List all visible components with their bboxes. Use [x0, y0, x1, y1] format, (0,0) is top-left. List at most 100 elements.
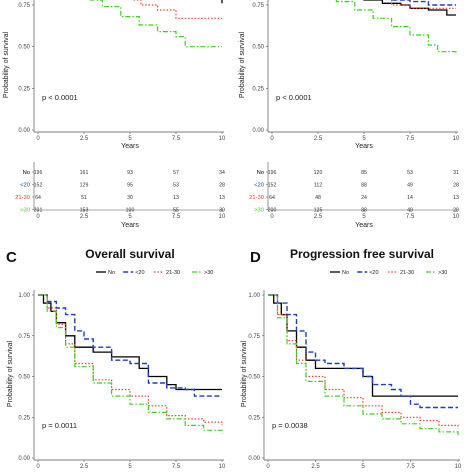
x-tick-label: 0	[36, 136, 40, 142]
risk-cell: 14	[407, 195, 413, 201]
risk-row-label: No	[23, 170, 30, 176]
risk-row-label: 21-30	[249, 195, 264, 201]
curve-<20	[268, 294, 458, 409]
risk-cell: 24	[361, 195, 367, 201]
risk-cell: 31	[453, 170, 459, 176]
risk-cell: 30	[127, 195, 133, 201]
x-tick-label: 5	[128, 136, 132, 142]
y-tick-label: 0.50	[18, 45, 30, 51]
risk-cell: 129	[80, 183, 89, 189]
risk-cell: 53	[407, 170, 413, 176]
y-axis-title: Probability of survival	[239, 31, 246, 98]
p-value: p < 0.0001	[42, 93, 78, 102]
risk-cell: 152	[268, 183, 277, 189]
y-tick-label: 0.50	[252, 45, 264, 51]
y-tick-label: 0.25	[252, 86, 264, 92]
y-tick-label: 0.50	[248, 375, 260, 381]
risk-cell: 51	[81, 195, 87, 201]
curve-<20	[38, 294, 222, 397]
risk-cell: 13	[453, 195, 459, 201]
x-tick-label: 10	[455, 464, 462, 470]
x-tick-label: 0	[36, 464, 40, 470]
p-value: p < 0.0001	[276, 93, 312, 102]
risk-cell: 28	[453, 183, 459, 189]
risk-row-label: 21-30	[15, 195, 30, 201]
y-tick-label: 0.25	[18, 415, 30, 421]
legend-label: >30	[438, 270, 447, 276]
x-tick-label: 10	[453, 136, 460, 142]
curve-21-30	[133, 0, 222, 19]
x-tick-label: 2.5	[311, 464, 320, 470]
curve-21-30	[38, 294, 223, 426]
panel-letter-D: D	[250, 249, 261, 266]
curve-No	[268, 294, 458, 397]
y-tick-label: 0.00	[248, 456, 260, 462]
x-tick-label: 10	[219, 136, 226, 142]
x-tick-label: 0	[270, 136, 274, 142]
y-tick-label: 0.25	[248, 415, 260, 421]
risk-x-tick-label: 10	[453, 214, 460, 220]
x-axis-title: Years	[121, 143, 139, 150]
x-tick-label: 5	[361, 464, 365, 470]
risk-row-label: <20	[20, 183, 30, 189]
risk-x-title: Years	[355, 222, 373, 229]
legend-label: <20	[135, 270, 144, 276]
risk-cell: 64	[35, 195, 41, 201]
risk-cell: 13	[219, 195, 225, 201]
risk-cell: 57	[173, 170, 179, 176]
y-tick-label: 0.75	[18, 334, 30, 340]
panel-title-C: Overall survival	[85, 247, 174, 261]
risk-x-tick-label: 2.5	[314, 214, 323, 220]
x-tick-label: 7.5	[406, 464, 415, 470]
risk-cell: 152	[34, 183, 43, 189]
y-tick-label: 1.00	[248, 293, 260, 299]
p-value: p = 0.0038	[272, 421, 308, 430]
panel-D: D Progression free survival No <20 21-30 >30 0…	[241, 247, 462, 470]
risk-row-label: >30	[254, 208, 264, 214]
legend-label: >30	[204, 270, 213, 276]
risk-x-tick-label: 0	[36, 214, 40, 220]
x-tick-label: 2.5	[80, 136, 89, 142]
risk-cell: 196	[34, 170, 43, 176]
risk-table-B: No 196 120 85 53 31 <20 152 112 88 49 28 21-30 64 48 24…	[249, 162, 460, 229]
panel-letter-C: C	[6, 249, 17, 266]
curve-<20	[390, 0, 456, 6]
legend-label: 21-30	[400, 270, 414, 276]
risk-cell: 120	[314, 170, 323, 176]
risk-x-tick-label: 0	[270, 214, 274, 220]
x-axis-title: Years	[355, 143, 373, 150]
risk-x-title: Years	[121, 222, 139, 229]
y-tick-label: 0.75	[252, 3, 264, 9]
risk-cell: 48	[315, 195, 321, 201]
panel-C: C Overall survival No <20 21-30 >30 0.00 0.25 0.…	[6, 247, 226, 470]
x-tick-label: 5	[128, 464, 132, 470]
risk-cell: 13	[173, 195, 179, 201]
legend-label: <20	[369, 270, 378, 276]
risk-cell: 28	[219, 183, 225, 189]
y-tick-label: 0.75	[248, 334, 260, 340]
risk-cell: 93	[127, 170, 133, 176]
curve->30	[38, 294, 223, 434]
risk-cell: 161	[80, 170, 89, 176]
risk-cell: 34	[219, 170, 225, 176]
panel-A: 0.00 0.25 0.50 0.75 0 2.5 5 7.5 10 Years Probabili…	[3, 0, 226, 229]
risk-row-label: >30	[20, 208, 30, 214]
risk-x-tick-label: 5	[362, 214, 366, 220]
y-axis-title: Probability of survival	[241, 340, 248, 407]
risk-row-label: <20	[254, 183, 264, 189]
risk-x-tick-label: 2.5	[80, 214, 89, 220]
risk-x-tick-label: 7.5	[406, 214, 415, 220]
y-axis-title: Probability of survival	[3, 31, 10, 98]
p-value: p = 0.0011	[42, 421, 77, 430]
y-tick-label: 0.75	[18, 3, 30, 9]
y-axis-title: Probability of survival	[7, 340, 14, 407]
x-tick-label: 5	[362, 136, 366, 142]
risk-cell: 95	[127, 183, 133, 189]
x-tick-label: 7.5	[172, 464, 181, 470]
x-tick-label: 2.5	[314, 136, 323, 142]
curve-No	[221, 0, 223, 4]
risk-cell: 85	[361, 170, 367, 176]
x-tick-label: 10	[219, 464, 226, 470]
